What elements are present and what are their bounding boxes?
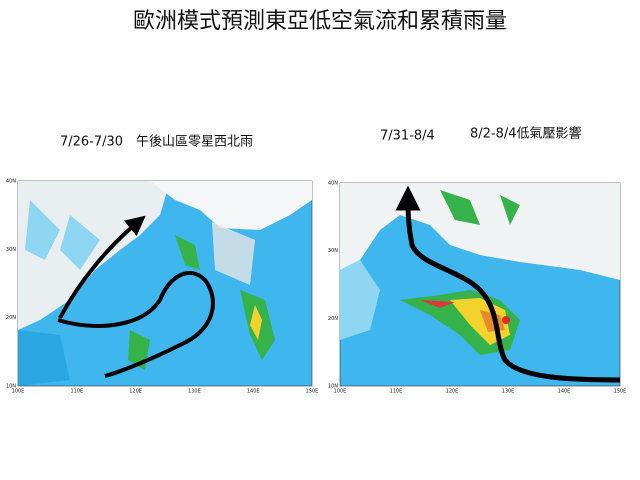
slide-title: 歐洲模式預測東亞低空氣流和累積雨量 xyxy=(133,9,507,34)
map-left xyxy=(17,180,313,387)
note-label: 8/2-8/4低氣壓影響 xyxy=(470,126,582,142)
lon-label: 150E xyxy=(306,389,319,395)
period-label: 7/26-7/30 xyxy=(60,135,123,150)
lon-label: 110E xyxy=(390,389,403,395)
lat-label: 10N xyxy=(328,384,338,390)
lat-label: 20N xyxy=(6,315,16,321)
lon-label: 110E xyxy=(70,389,83,395)
lon-label: 120E xyxy=(446,389,459,395)
lon-label: 130E xyxy=(188,389,201,395)
lat-label: 40N xyxy=(6,179,16,185)
lon-label: 140E xyxy=(247,389,260,395)
lat-label: 40N xyxy=(328,181,338,187)
lat-label: 10N xyxy=(6,384,16,390)
lon-label: 100E xyxy=(12,389,25,395)
lon-label: 100E xyxy=(334,389,347,395)
note-label: 午後山區零星西北雨 xyxy=(136,135,253,150)
lat-label: 30N xyxy=(6,247,16,253)
lon-label: 150E xyxy=(614,389,627,395)
lon-label: 120E xyxy=(129,389,142,395)
map-right xyxy=(339,182,621,387)
lat-label: 20N xyxy=(328,316,338,322)
lon-label: 130E xyxy=(502,389,515,395)
lon-label: 140E xyxy=(558,389,571,395)
lat-label: 30N xyxy=(328,248,338,254)
period-label: 7/31-8/4 xyxy=(380,129,435,144)
